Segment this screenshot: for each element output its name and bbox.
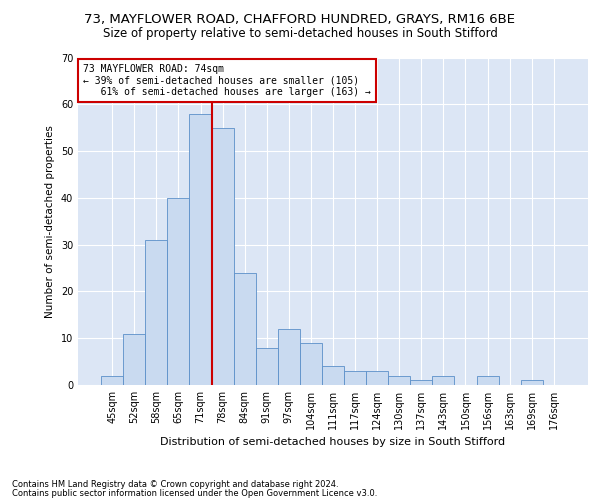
Bar	[300, 343, 322, 385]
Bar	[476, 376, 499, 385]
Bar	[212, 128, 233, 385]
Bar	[123, 334, 145, 385]
Text: 73 MAYFLOWER ROAD: 74sqm
← 39% of semi-detached houses are smaller (105)
   61% : 73 MAYFLOWER ROAD: 74sqm ← 39% of semi-d…	[83, 64, 371, 97]
Bar	[167, 198, 190, 385]
Bar	[278, 329, 300, 385]
Bar	[521, 380, 543, 385]
Text: Size of property relative to semi-detached houses in South Stifford: Size of property relative to semi-detach…	[103, 28, 497, 40]
Y-axis label: Number of semi-detached properties: Number of semi-detached properties	[45, 125, 55, 318]
X-axis label: Distribution of semi-detached houses by size in South Stifford: Distribution of semi-detached houses by …	[160, 438, 506, 448]
Bar	[190, 114, 212, 385]
Text: Contains HM Land Registry data © Crown copyright and database right 2024.: Contains HM Land Registry data © Crown c…	[12, 480, 338, 489]
Text: Contains public sector information licensed under the Open Government Licence v3: Contains public sector information licen…	[12, 489, 377, 498]
Bar	[145, 240, 167, 385]
Bar	[101, 376, 123, 385]
Bar	[366, 371, 388, 385]
Bar	[344, 371, 366, 385]
Bar	[388, 376, 410, 385]
Bar	[410, 380, 433, 385]
Bar	[322, 366, 344, 385]
Bar	[256, 348, 278, 385]
Bar	[233, 272, 256, 385]
Text: 73, MAYFLOWER ROAD, CHAFFORD HUNDRED, GRAYS, RM16 6BE: 73, MAYFLOWER ROAD, CHAFFORD HUNDRED, GR…	[85, 12, 515, 26]
Bar	[433, 376, 454, 385]
